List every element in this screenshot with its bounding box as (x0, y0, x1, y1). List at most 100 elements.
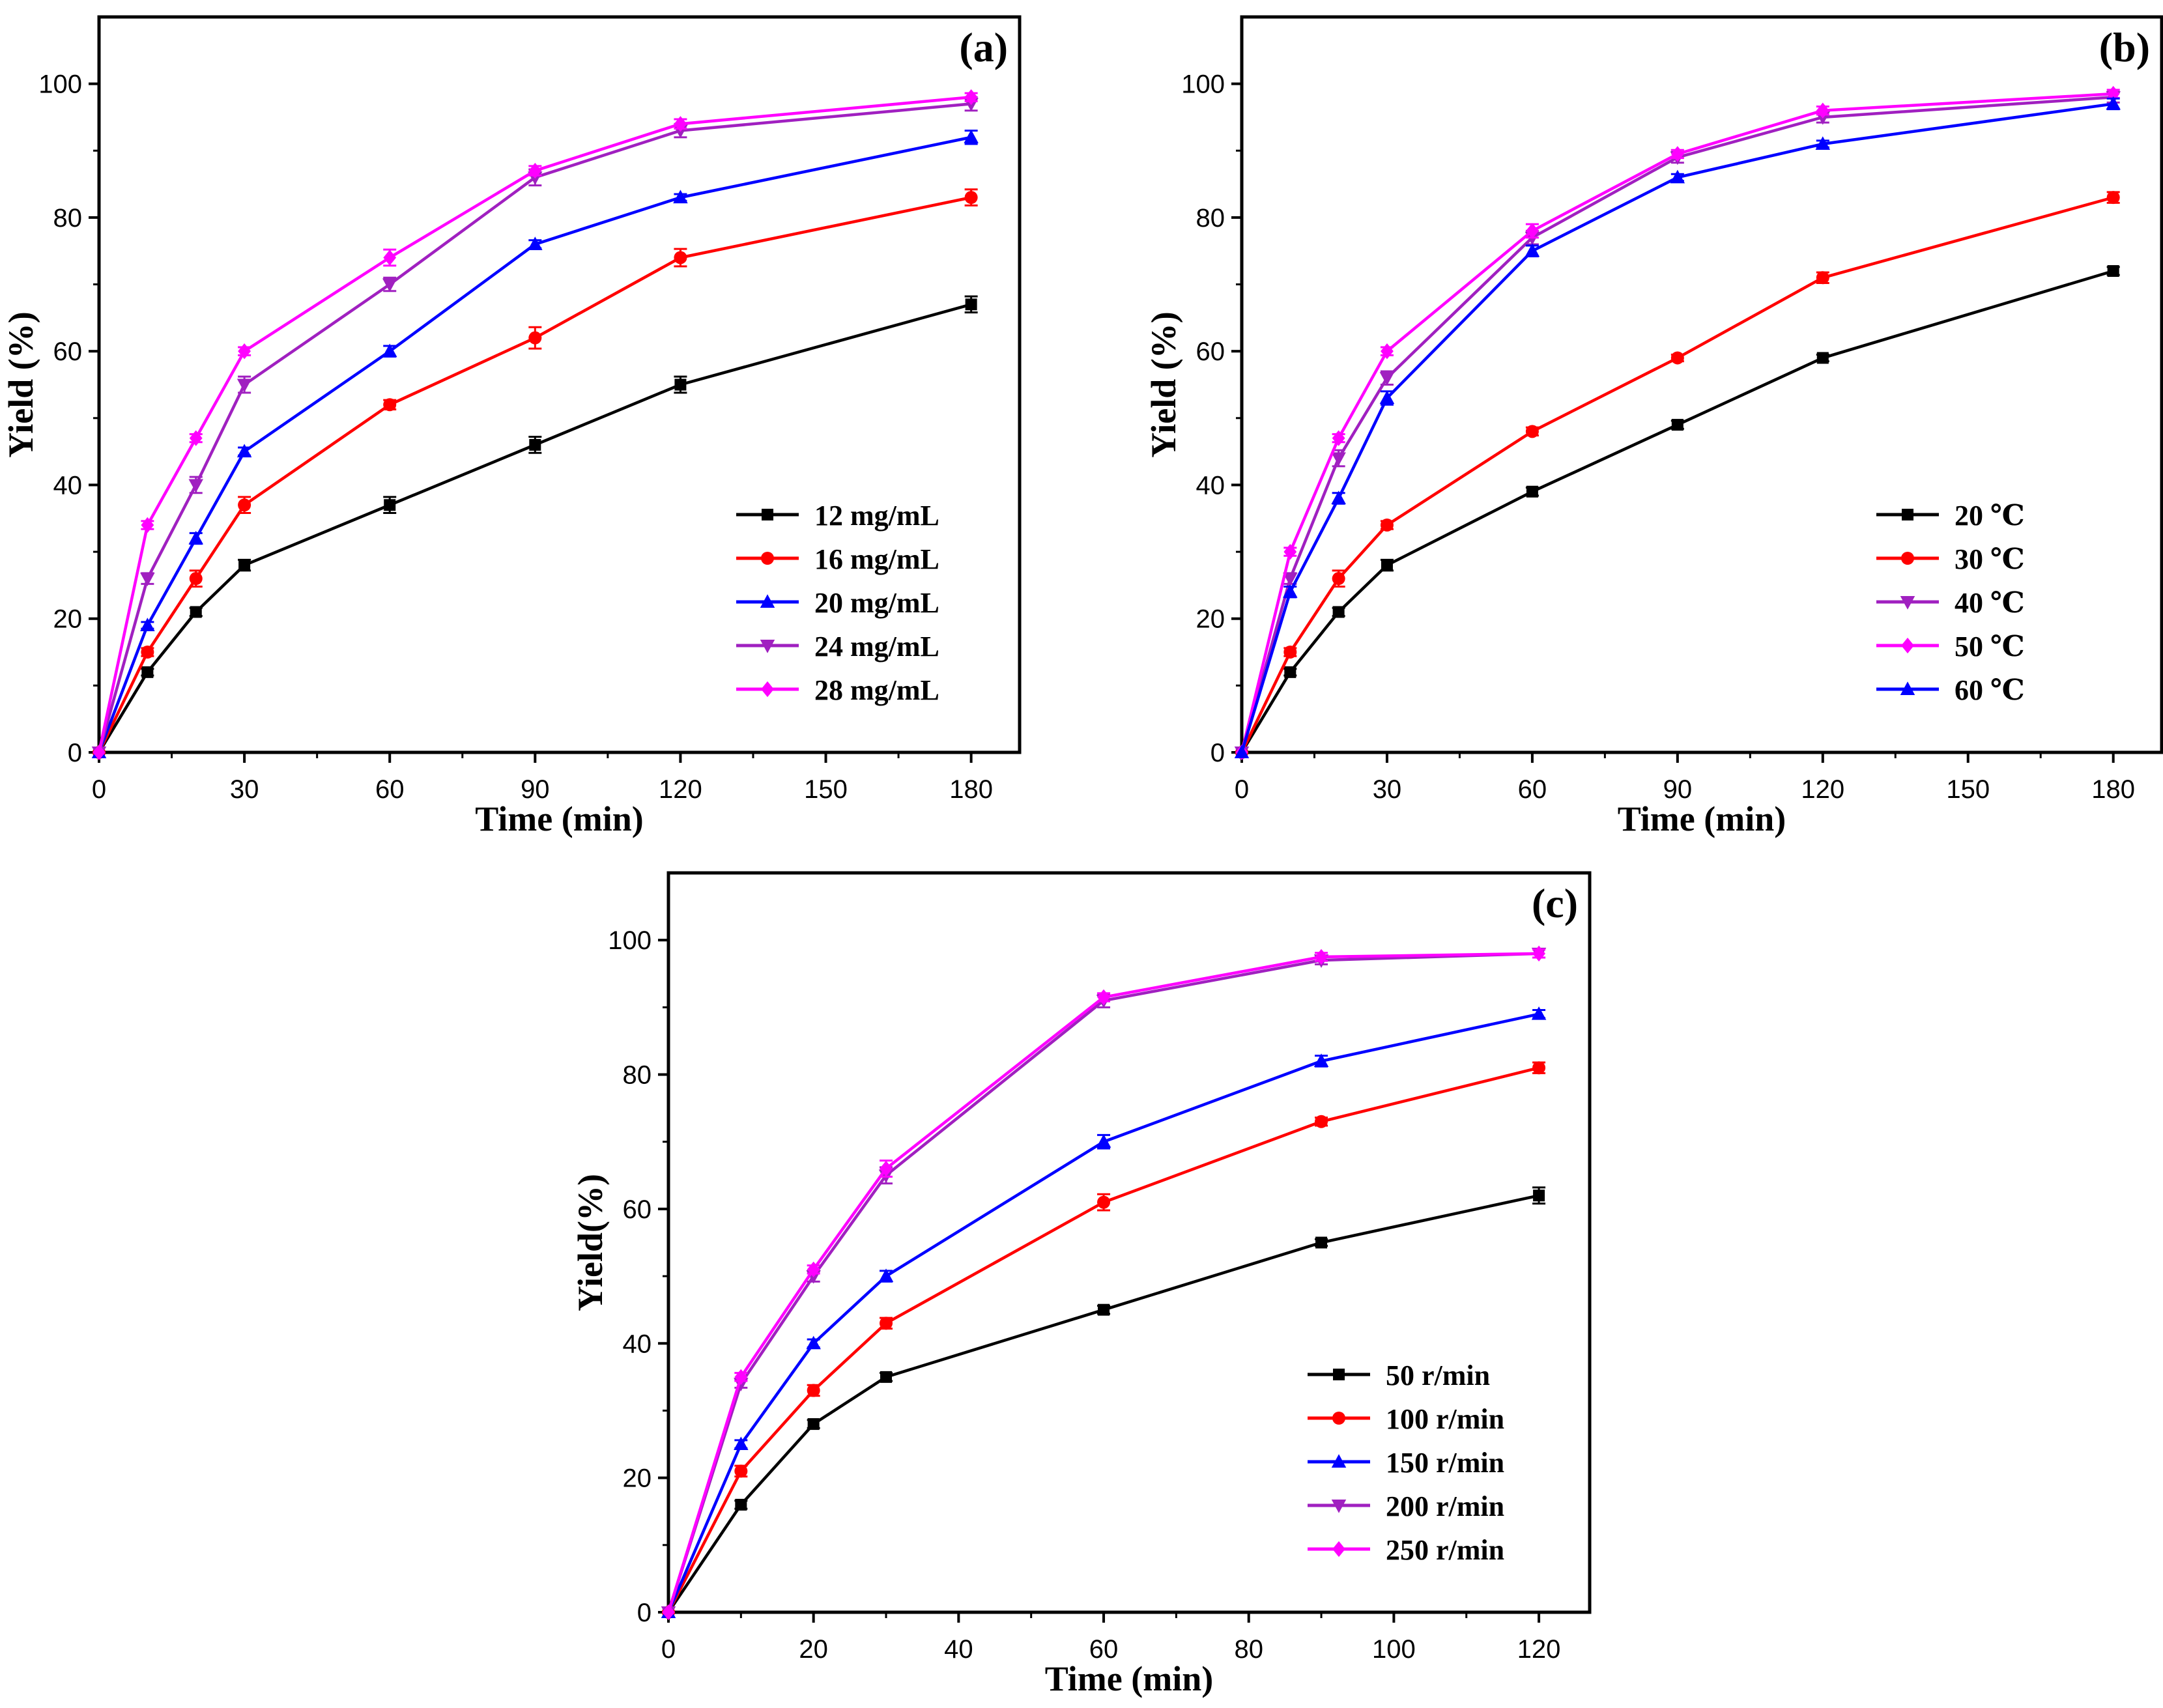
data-point (1532, 1061, 1546, 1075)
data-point (140, 618, 155, 631)
series-0 (93, 295, 978, 758)
series-line (98, 303, 972, 754)
panel-label: (b) (2099, 24, 2150, 70)
panel-label: (c) (1532, 880, 1578, 926)
data-point (2106, 191, 2120, 205)
series-line (1240, 92, 2113, 753)
data-point (1096, 1134, 1111, 1148)
data-point (807, 1384, 820, 1397)
series-line (1240, 102, 2113, 753)
y-tick-label: 0 (68, 739, 82, 767)
data-point (382, 278, 397, 292)
legend-label: 20 mg/mL (814, 587, 939, 619)
legend-label: 50 r/min (1386, 1359, 1490, 1391)
legend-marker (761, 552, 774, 565)
data-point (735, 1498, 747, 1511)
data-point (383, 398, 397, 412)
series-3 (1235, 85, 2120, 761)
data-point (1533, 1189, 1545, 1202)
data-point (964, 89, 978, 106)
data-point (238, 559, 251, 571)
legend-marker (1901, 552, 1914, 565)
x-tick-label: 150 (804, 775, 848, 804)
series-4 (93, 89, 978, 761)
data-point (238, 498, 251, 512)
data-point (1097, 1195, 1111, 1209)
data-point (2106, 96, 2121, 110)
legend-marker (762, 509, 773, 520)
y-tick-label: 20 (53, 605, 83, 634)
x-tick-label: 60 (1518, 775, 1547, 804)
x-tick-label: 0 (661, 1635, 676, 1664)
legend-item: 50 ℃ (1876, 631, 2025, 662)
data-point (188, 479, 203, 493)
legend-label: 50 ℃ (1955, 631, 2025, 662)
x-axis-title: Time (min) (1045, 1659, 1213, 1698)
data-point (673, 190, 688, 204)
data-point (236, 378, 252, 393)
x-tick-label: 20 (799, 1635, 828, 1664)
data-point (1313, 1053, 1329, 1067)
data-point (1332, 572, 1345, 586)
chart-panel-b: 0 30 60 90 120 150 180 0 20 40 60 80 100 Time (min) Yi… (1144, 15, 2163, 838)
series-line (1240, 269, 2114, 754)
legend-marker (1901, 637, 1914, 654)
data-point (1815, 136, 1831, 150)
legend-marker (1331, 1454, 1347, 1468)
data-point (1671, 419, 1683, 431)
legend: 50 r/min 100 r/min 150 r/min 200 r/min 250 r… (1308, 1359, 1504, 1566)
series-line (97, 135, 972, 753)
data-point (1381, 559, 1393, 571)
legend-label: 20 ℃ (1955, 500, 2025, 532)
data-point (1816, 352, 1829, 364)
legend-label: 60 ℃ (1955, 674, 2025, 706)
legend-marker (1333, 1369, 1345, 1380)
data-point (141, 646, 154, 659)
data-point (1283, 646, 1297, 659)
data-point (1315, 948, 1328, 965)
plot-frame (666, 871, 1592, 1614)
plot-frame (1240, 15, 2163, 754)
data-point (880, 1317, 893, 1330)
data-point (1379, 390, 1395, 405)
y-axis-title: Yield (%) (1144, 311, 1183, 457)
series-line (97, 195, 972, 753)
panel-label: (a) (959, 24, 1008, 70)
y-tick-label: 20 (623, 1464, 652, 1493)
data-point (528, 162, 542, 179)
legend-label: 100 r/min (1386, 1403, 1504, 1435)
x-tick-label: 100 (1372, 1635, 1416, 1664)
y-axis-title: Yield(%) (571, 1174, 610, 1311)
x-axis-title: Time (min) (475, 799, 643, 838)
data-point (1331, 452, 1346, 466)
legend-item: 60 ℃ (1876, 674, 2025, 706)
data-point (1816, 102, 1829, 119)
series-line (1240, 95, 2113, 753)
data-point (384, 499, 396, 511)
data-point (528, 331, 542, 345)
data-point (734, 1464, 748, 1478)
data-point (880, 1160, 893, 1177)
data-point (1331, 491, 1346, 504)
data-point (807, 1261, 820, 1277)
y-tick-label: 80 (1196, 204, 1225, 233)
data-point (1670, 351, 1684, 365)
chart-panel-c: 0 20 40 60 80 100 120 0 20 40 60 80 100 Time (min) Yie… (571, 871, 1592, 1698)
y-tick-label: 40 (53, 471, 83, 500)
y-tick-label: 100 (608, 926, 652, 955)
data-point (189, 572, 203, 586)
data-point (1670, 169, 1685, 184)
y-tick-label: 40 (1196, 471, 1225, 500)
series-0 (663, 1186, 1546, 1618)
x-tick-label: 30 (230, 775, 259, 804)
y-tick-label: 100 (38, 70, 82, 99)
plot-frame (97, 15, 1022, 754)
data-point (2107, 265, 2119, 278)
data-point (140, 573, 155, 586)
x-tick-label: 180 (2091, 775, 2135, 804)
legend-marker (1332, 1412, 1345, 1425)
data-point (1670, 146, 1684, 162)
data-point (236, 444, 252, 458)
legend-item: 20 ℃ (1876, 500, 2025, 532)
